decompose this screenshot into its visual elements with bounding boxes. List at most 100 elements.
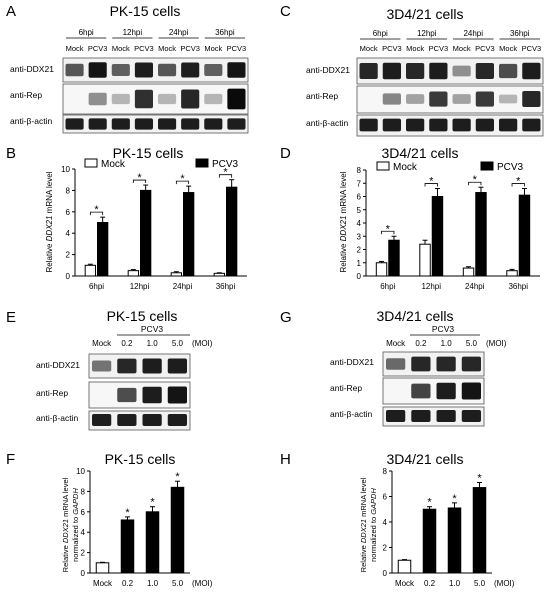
blotC-lane-label: Mock	[499, 44, 517, 53]
blotE-band	[167, 358, 187, 374]
blotC-band	[452, 94, 471, 104]
chartD-significance-bracket	[468, 181, 482, 186]
blotC-band	[475, 118, 494, 132]
chartH-y-tick-label: 6	[383, 493, 388, 502]
blotG-lane-label: 5.0	[466, 339, 478, 348]
chartD-bar-pcv3	[518, 194, 531, 277]
chartH-bar	[447, 507, 462, 574]
blotG-band	[386, 409, 406, 423]
chartB-bar-pcv3	[140, 189, 152, 277]
chartB-y-tick-label: 8	[66, 186, 71, 195]
blotA-band	[158, 118, 177, 130]
western-blot-e: PK-15 cells PCV3 Mock 0.2 1.0 5.0 (MOI) anti…	[36, 308, 213, 431]
panel-letter-a: A	[6, 3, 16, 20]
chartB-legend-label-mock: Mock	[101, 159, 126, 170]
chartD-legend-swatch-pcv3	[480, 161, 494, 171]
chartD-bar-pcv3	[388, 239, 400, 277]
blotA-band	[204, 118, 223, 130]
chartD-bar-mock	[419, 243, 431, 277]
blotA-timepoint-label: 36hpi	[215, 28, 235, 37]
chart-d-ylabel-gene: DDX21	[339, 216, 348, 242]
blotE-band	[92, 413, 112, 427]
blotA-band	[227, 88, 246, 110]
blot-a-row-label-actin: anti-β-actin	[10, 116, 52, 126]
blotC-band	[382, 93, 401, 105]
chart-f-ylabel-ref-gene: GAPDH	[71, 488, 80, 515]
panel-letter-g: G	[280, 309, 292, 326]
blotA-band	[111, 93, 130, 105]
blotA-timepoint-label: 24hpi	[169, 28, 189, 37]
blotE-band	[117, 413, 137, 427]
chartF-y-tick-label: 8	[81, 487, 86, 496]
chart-h-title: 3D4/21 cells	[386, 451, 463, 467]
chart-d: 3D4/21 cells Relative DDX21 mRNA level 0…	[339, 145, 540, 291]
chartB-x-tick-label: 36hpi	[216, 282, 236, 291]
chartH-bar	[422, 508, 437, 574]
blotA-band	[111, 118, 130, 130]
chartH-y-tick-label: 4	[383, 518, 388, 527]
chartD-bar-mock	[506, 270, 518, 277]
blot-e-title: PK-15 cells	[107, 308, 178, 324]
blotC-band	[406, 62, 425, 80]
chartB-significance-star: *	[223, 167, 228, 179]
chartD-legend-label-pcv3: PCV3	[497, 162, 524, 173]
chartF-x-tick-label: 1.0	[147, 579, 159, 588]
blotA-band	[158, 63, 177, 77]
chartF-y-tick-label: 10	[76, 467, 85, 476]
chartF-bar	[95, 562, 110, 574]
panel-letter-c: C	[280, 3, 291, 20]
blotA-lane-label: Mock	[158, 44, 176, 53]
blotE-band	[142, 358, 162, 374]
blotA-lane-label: PCV3	[134, 44, 154, 53]
blot-e-row-label-ddx21: anti-DDX21	[36, 360, 80, 370]
blotA-band	[227, 118, 246, 130]
blotG-band	[411, 356, 431, 372]
chartH-x-tick-label: 0.2	[424, 579, 436, 588]
blotC-band	[499, 118, 518, 132]
chart-h-ylabel-line-1: Relative DDX21 mRNA level	[359, 477, 368, 572]
chartB-bar-mock	[127, 270, 139, 277]
chart-h-ylabel-gene: DDX21	[359, 519, 368, 543]
blotE-band	[167, 413, 187, 427]
blotC-band	[406, 118, 425, 132]
chartB-y-tick-label: 2	[66, 251, 71, 260]
panel-letter-b: B	[6, 145, 16, 162]
chartD-x-tick-label: 6hpi	[380, 282, 395, 291]
blot-g-row-label-ddx21: anti-DDX21	[330, 357, 374, 367]
chartH-bar	[397, 559, 412, 574]
chartF-bar	[145, 511, 160, 574]
chartF-significance-star: *	[150, 497, 155, 509]
chart-f-title: PK-15 cells	[105, 451, 176, 467]
chartH-y-tick-label: 2	[383, 544, 388, 553]
blotG-band	[461, 356, 481, 372]
blotC-band	[499, 94, 518, 104]
chartB-significance-bracket	[175, 180, 190, 185]
blotG-lane-label: Mock	[386, 339, 406, 348]
blotG-band	[436, 409, 456, 423]
chartF-y-tick-label: 6	[81, 508, 86, 517]
blotA-band	[88, 118, 107, 130]
blot-g-row-label-rep: anti-Rep	[330, 383, 362, 393]
blotG-band	[461, 382, 481, 400]
blotA-band	[227, 62, 246, 78]
blotC-lane-label: Mock	[453, 44, 471, 53]
blotE-band	[117, 358, 137, 374]
chartD-y-tick-label: 2	[357, 246, 362, 255]
chartH-significance-star: *	[427, 497, 432, 509]
chartD-x-tick-label: 24hpi	[465, 282, 485, 291]
blotA-band	[88, 62, 107, 78]
chartF-x-unit: (MOI)	[192, 579, 213, 588]
chart-b-ylabel-part-3: mRNA level	[45, 171, 54, 215]
blotC-band	[452, 118, 471, 132]
blot-a-row-label-ddx21: anti-DDX21	[10, 64, 54, 74]
blot-g-group-label: PCV3	[432, 324, 454, 334]
blot-c-row-label-actin: anti-β-actin	[306, 118, 348, 128]
blotA-lane-label: PCV3	[227, 44, 247, 53]
chartD-legend-label-mock: Mock	[393, 162, 418, 173]
blotE-lane-label: 5.0	[172, 339, 184, 348]
chartD-y-tick-label: 7	[357, 179, 362, 188]
panel-letter-h: H	[280, 451, 291, 468]
blotA-band	[204, 64, 223, 76]
chartD-bar-mock	[375, 262, 388, 277]
chart-h: 3D4/21 cells Relative DDX21 mRNA level n…	[359, 451, 515, 588]
